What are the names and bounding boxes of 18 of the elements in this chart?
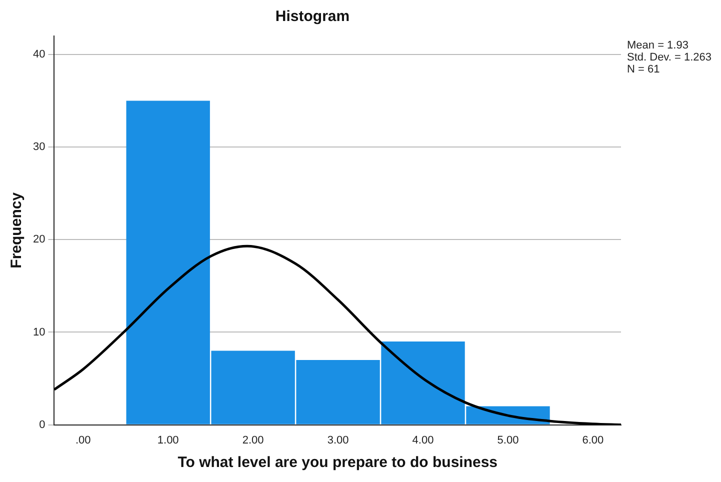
x-tick-label: 4.00 [412, 434, 434, 446]
text: Std. Dev. = 1.263 [627, 52, 712, 64]
x-tick-label: 5.00 [497, 434, 519, 446]
x-axis-title: To what level are you prepare to do business [178, 454, 498, 472]
y-tick-label: 0 [39, 418, 46, 431]
x-tick-label: 6.00 [582, 434, 604, 446]
text: Mean = 1.93 [627, 40, 688, 52]
y-tick-label: 40 [32, 48, 46, 61]
y-tick-label: 30 [32, 141, 46, 154]
x-tick-label: 1.00 [157, 434, 179, 446]
x-tick-label: 2.00 [242, 434, 264, 446]
chart-title: Histogram [275, 8, 350, 26]
text: N = 61 [627, 64, 660, 76]
y-tick-label: 10 [32, 326, 46, 338]
x-tick-label: 3.00 [327, 434, 349, 446]
y-axis-title: Frequency [8, 192, 26, 268]
y-tick-label: 20 [32, 234, 46, 246]
x-tick-label: .00 [75, 434, 91, 446]
